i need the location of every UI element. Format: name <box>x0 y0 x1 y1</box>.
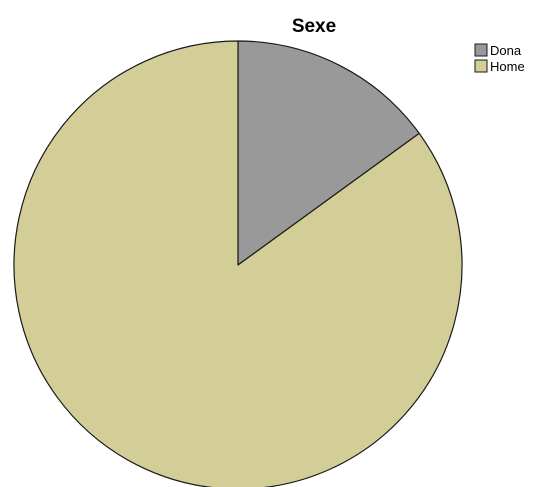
pie-slices <box>13 40 463 487</box>
legend-swatch-home <box>474 59 488 73</box>
legend-label-dona: Dona <box>490 43 522 58</box>
pie-slice-dona <box>237 40 420 266</box>
pie-slice-home <box>13 40 463 487</box>
legend-swatch-dona <box>474 43 488 57</box>
chart-title: Sexe <box>292 16 336 37</box>
legend-label-home: Home <box>490 59 525 74</box>
